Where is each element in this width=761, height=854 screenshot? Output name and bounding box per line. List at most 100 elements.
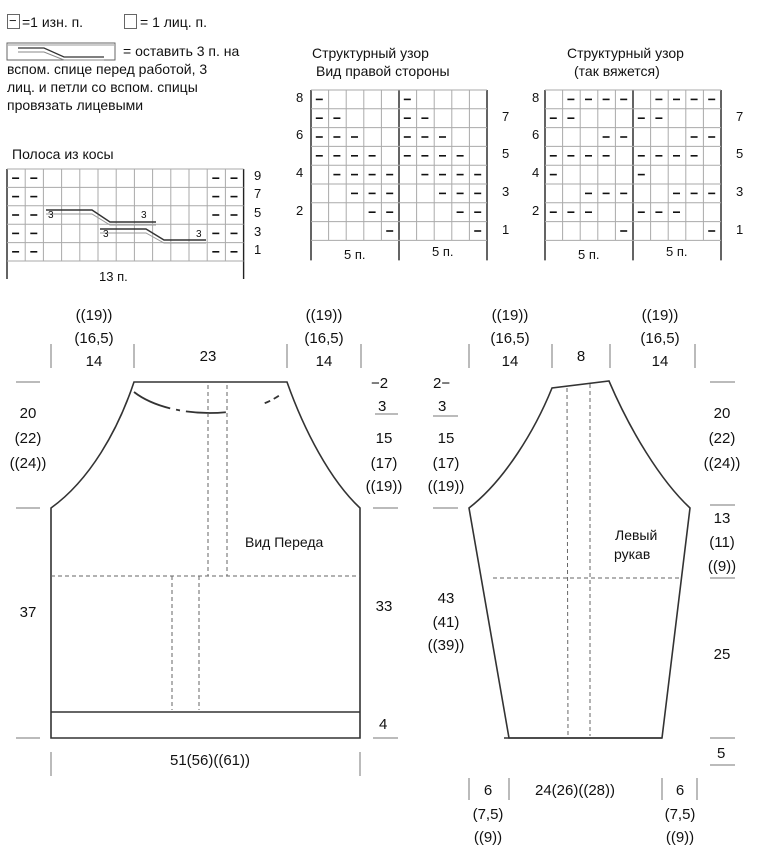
sleeve-bottom-left-xl: ((9)) [473, 829, 503, 846]
tw-left-8: 8 [532, 90, 540, 105]
front-right-armhole-xl: ((19)) [365, 478, 403, 495]
tr-right-7: 7 [502, 109, 510, 124]
sleeve-label-line1: Левый [615, 527, 658, 543]
cable-cross-upper-2 [46, 213, 156, 226]
sleeve-label-line2: рукав [614, 546, 651, 562]
sleeve-top-right-size-m: 14 [651, 353, 669, 370]
front-left-armhole-l: (22) [14, 430, 42, 447]
tr-left-6: 6 [296, 127, 304, 142]
tr-right-1: 1 [502, 222, 510, 237]
sleeve-right-upper-m: 13 [713, 510, 731, 527]
cable-legend-line4: провязать лицевыми [7, 97, 144, 113]
sleeve-right-upper-xl: ((9)) [707, 558, 737, 575]
tw-right-1: 1 [736, 222, 744, 237]
tw-left-2: 2 [532, 203, 540, 218]
sleeve-right-cuff: 5 [717, 745, 726, 762]
front-bottom-width: 51(56)((61)) [169, 752, 251, 769]
front-right-body: 33 [375, 598, 393, 615]
knit-legend-label: = 1 лиц. п. [140, 14, 207, 30]
tr-width-1: 5 п. [344, 247, 366, 262]
sleeve-bottom-center: 24(26)((28)) [534, 782, 616, 799]
cable-legend-line3: лиц. и петли со вспом. спицы [7, 79, 198, 95]
front-top-center: 23 [199, 348, 217, 365]
cable-legend-symbol [6, 42, 116, 61]
cable-chart-title: Полоса из косы [12, 146, 114, 162]
sleeve-neck-top: 2− [433, 375, 451, 392]
cable-cross-lower-2 [100, 232, 206, 244]
front-outline [50, 381, 361, 739]
sleeve-bottom-left-l: (7,5) [472, 806, 504, 823]
sleeve-left-raglan-m: 15 [437, 430, 455, 447]
front-right-rib: 4 [379, 716, 388, 733]
purl-symbol-box: − [7, 13, 20, 29]
sleeve-top-center: 8 [576, 348, 586, 365]
cable-row-1: 1 [254, 242, 262, 257]
sleeve-left-raglan-l: (17) [432, 455, 460, 472]
tw-width-1: 5 п. [578, 247, 600, 262]
cable-legend-mark-right: 3 [104, 45, 111, 57]
cable-row-7: 7 [254, 186, 262, 201]
front-top-left-size-l: (16,5) [74, 330, 114, 347]
cable-row-9: 9 [254, 168, 262, 183]
tr-right-5: 5 [502, 146, 510, 161]
sleeve-bottom-right-l: (7,5) [664, 806, 696, 823]
sleeve-left-body-xl: ((39)) [427, 637, 465, 654]
front-right-armhole-m: 15 [375, 430, 393, 447]
tr-left-8: 8 [296, 90, 304, 105]
texture-worked-title-1: Структурный узор [567, 45, 684, 61]
purl-symbol: − [9, 13, 17, 28]
tr-right-3: 3 [502, 184, 510, 199]
cable-width-label: 13 п. [99, 269, 128, 284]
sleeve-neck-bottom: 3 [438, 398, 447, 415]
tr-left-2: 2 [296, 203, 304, 218]
cable-mark: 3 [141, 210, 147, 221]
cable-mark: 3 [48, 210, 54, 221]
sleeve-left-body-m: 43 [437, 590, 455, 607]
front-neckline [133, 391, 285, 414]
sleeve-outline [468, 380, 691, 739]
sleeve-right-raglan-m: 20 [713, 405, 731, 422]
cable-mark: 3 [196, 229, 202, 240]
sleeve-right-lower: 25 [713, 646, 731, 663]
cable-legend-cross-line [18, 47, 104, 58]
front-neck-bottom: 3 [378, 398, 387, 415]
front-left-body: 37 [19, 604, 37, 621]
front-label: Вид Переда [245, 534, 324, 550]
cable-legend-cross-line-2 [18, 51, 104, 61]
cable-cross-upper [46, 209, 156, 223]
texture-right-title-2: Вид правой стороны [316, 63, 450, 79]
sleeve-dashed-v [566, 387, 569, 737]
cable-cross-lower [100, 228, 206, 241]
cable-mark: 3 [103, 229, 109, 240]
sleeve-bottom-left-m: 6 [483, 782, 493, 799]
front-left-armhole-xl: ((24)) [9, 455, 47, 472]
sleeve-left-body-l: (41) [432, 614, 460, 631]
tw-right-7: 7 [736, 109, 744, 124]
cable-row-3: 3 [254, 224, 262, 239]
cable-legend-mark-left: 3 [10, 45, 17, 57]
tr-left-4: 4 [296, 165, 304, 180]
sleeve-right-raglan-xl: ((24)) [703, 455, 741, 472]
purl-legend-label: =1 изн. п. [22, 14, 84, 30]
front-right-armhole-l: (17) [370, 455, 398, 472]
texture-worked-title-2: (так вяжется) [574, 63, 660, 79]
front-top-left-size-xl: ((19)) [75, 307, 113, 324]
cable-row-5: 5 [254, 205, 262, 220]
tr-width-2: 5 п. [432, 244, 454, 259]
sleeve-top-left-size-xl: ((19)) [491, 307, 529, 324]
texture-right-title-1: Структурный узор [312, 45, 429, 61]
sleeve-bottom-right-xl: ((9)) [665, 829, 695, 846]
cable-legend-line2: вспом. спице перед работой, 3 [7, 61, 208, 77]
sleeve-right-raglan-l: (22) [708, 430, 736, 447]
cable-legend-line1: = оставить 3 п. на [123, 43, 240, 59]
sleeve-left-raglan-xl: ((19)) [427, 478, 465, 495]
sleeve-right-upper-l: (11) [709, 534, 735, 551]
front-neck-top: −2 [371, 375, 389, 392]
tw-right-5: 5 [736, 146, 744, 161]
sleeve-top-right-size-xl: ((19)) [641, 307, 679, 324]
front-left-armhole-m: 20 [19, 405, 37, 422]
front-top-right-size-xl: ((19)) [305, 307, 343, 324]
sleeve-bottom-right-m: 6 [675, 782, 685, 799]
front-top-left-size-m: 14 [85, 353, 103, 370]
tw-right-3: 3 [736, 184, 744, 199]
